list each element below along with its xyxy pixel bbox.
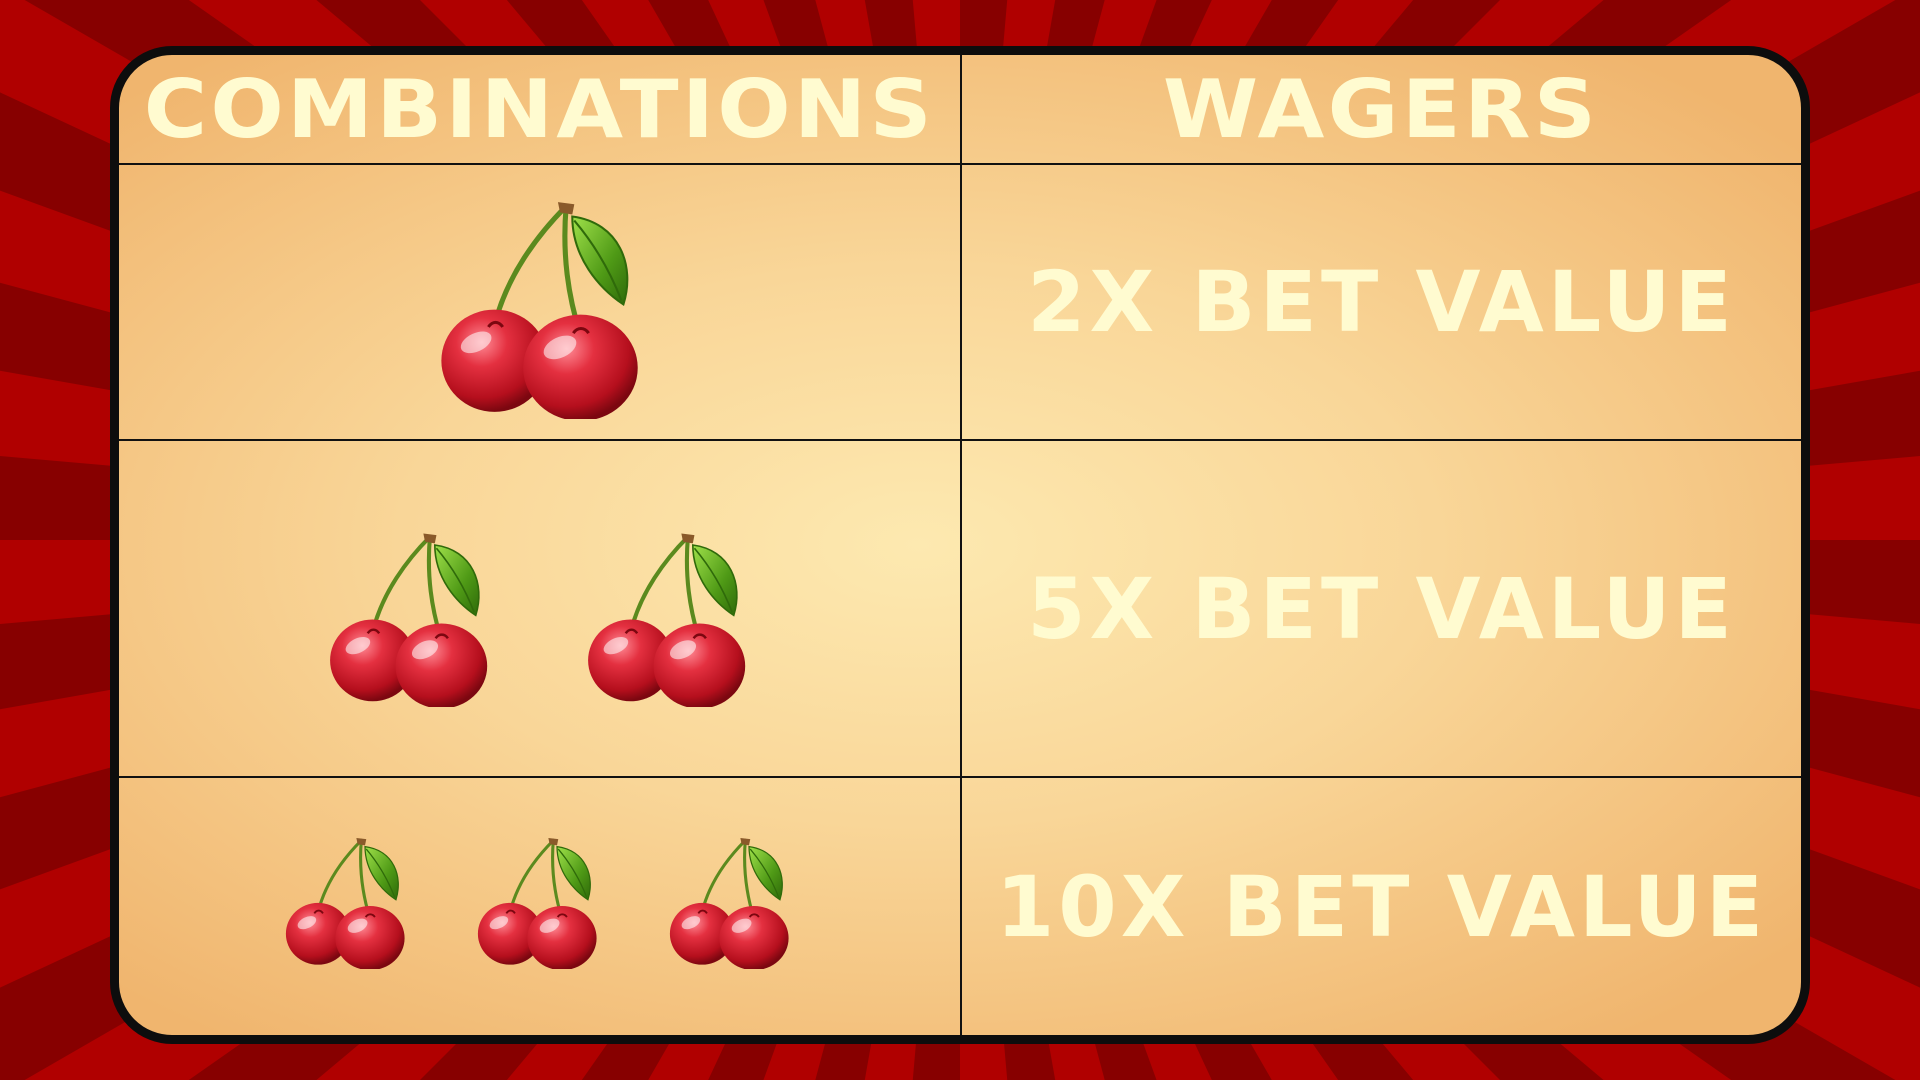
wager-label: 5X BET VALUE xyxy=(1027,559,1736,658)
combination-cell-double-cherry xyxy=(119,441,962,778)
combinations-header-label: COMBINATIONS xyxy=(143,62,936,156)
combinations-header: COMBINATIONS xyxy=(119,55,962,165)
cherry-icon xyxy=(660,833,796,969)
wager-label: 2X BET VALUE xyxy=(1027,253,1736,351)
cherry-group xyxy=(276,833,796,969)
cherry-icon xyxy=(276,833,412,969)
cherry-icon xyxy=(317,527,497,707)
wager-label: 10X BET VALUE xyxy=(995,857,1768,956)
combination-cell-single-cherry xyxy=(119,165,962,441)
cherry-icon xyxy=(425,194,650,419)
cherry-icon xyxy=(468,833,604,969)
wager-cell-double-cherry: 5X BET VALUE xyxy=(962,441,1801,778)
wager-cell-triple-cherry: 10X BET VALUE xyxy=(962,778,1801,1035)
wagers-header: WAGERS xyxy=(962,55,1801,165)
paytable-panel: COMBINATIONS WAGERS 2X BET VALUE 5X BET … xyxy=(110,46,1810,1044)
cherry-group xyxy=(317,527,755,707)
wagers-header-label: WAGERS xyxy=(1163,62,1600,156)
cherry-group xyxy=(427,190,652,419)
cherry-icon xyxy=(575,527,755,707)
wager-cell-single-cherry: 2X BET VALUE xyxy=(962,165,1801,441)
combination-cell-triple-cherry xyxy=(119,778,962,1035)
